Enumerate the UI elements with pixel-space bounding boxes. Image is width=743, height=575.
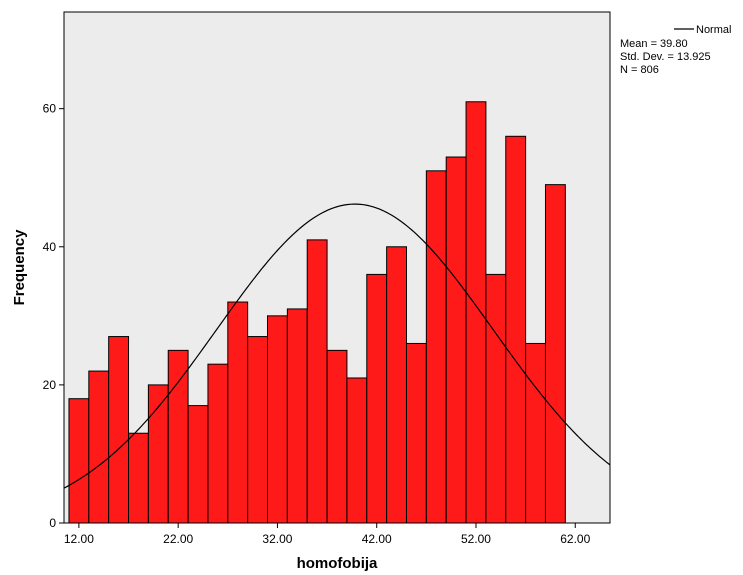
histogram-bar-14	[346, 377, 368, 524]
histogram-bar-24	[544, 184, 566, 524]
x-tick-label-0: 12.00	[64, 532, 94, 546]
legend: Normal Mean = 39.80 Std. Dev. = 13.925 N…	[620, 24, 731, 76]
legend-mean: Mean = 39.80	[620, 38, 688, 50]
histogram-bar-10	[267, 315, 288, 524]
x-axis-title: homofobija	[297, 555, 378, 572]
histogram-bar-19	[445, 156, 467, 524]
histogram-bars	[68, 101, 566, 524]
histogram-bar-5	[167, 349, 189, 524]
histogram-bar-23	[525, 342, 546, 524]
y-axis: 0 20 40 60	[43, 102, 64, 530]
histogram-bar-0	[68, 398, 90, 524]
histogram-bar-6	[187, 405, 209, 524]
x-tick-label-1: 22.00	[163, 532, 193, 546]
histogram-bar-16	[386, 246, 407, 524]
histogram-bar-13	[326, 349, 348, 524]
histogram-bar-4	[147, 384, 169, 524]
histogram-bar-17	[405, 342, 427, 524]
normal-curve	[63, 203, 611, 489]
histogram-bar-11	[286, 308, 308, 524]
y-tick-label-1: 20	[43, 378, 57, 392]
histogram-bar-22	[505, 135, 527, 524]
histogram-bar-15	[366, 273, 388, 524]
x-axis: 12.00 22.00 32.00 42.00 52.00 62.00	[64, 523, 591, 546]
y-axis-title: Frequency	[11, 229, 28, 306]
histogram-bar-12	[306, 239, 328, 524]
x-tick-label-5: 62.00	[560, 532, 590, 546]
histogram-bar-21	[485, 273, 507, 524]
legend-n: N = 806	[620, 64, 659, 76]
x-tick-label-3: 42.00	[362, 532, 392, 546]
y-tick-label-3: 60	[43, 102, 57, 116]
histogram-bar-7	[207, 363, 229, 524]
histogram-bar-18	[425, 170, 447, 524]
histogram-bar-9	[247, 336, 269, 524]
x-tick-label-2: 32.00	[262, 532, 292, 546]
histogram-bar-1	[88, 370, 110, 524]
y-tick-label-0: 0	[49, 516, 56, 530]
x-tick-label-4: 52.00	[461, 532, 491, 546]
histogram-bar-3	[128, 432, 149, 524]
histogram-bar-8	[227, 301, 249, 524]
legend-std-dev: Std. Dev. = 13.925	[620, 51, 711, 63]
y-tick-label-2: 40	[43, 240, 57, 254]
histogram-bar-2	[108, 336, 130, 524]
legend-normal-label: Normal	[696, 24, 731, 36]
histogram-bar-20	[465, 101, 487, 524]
